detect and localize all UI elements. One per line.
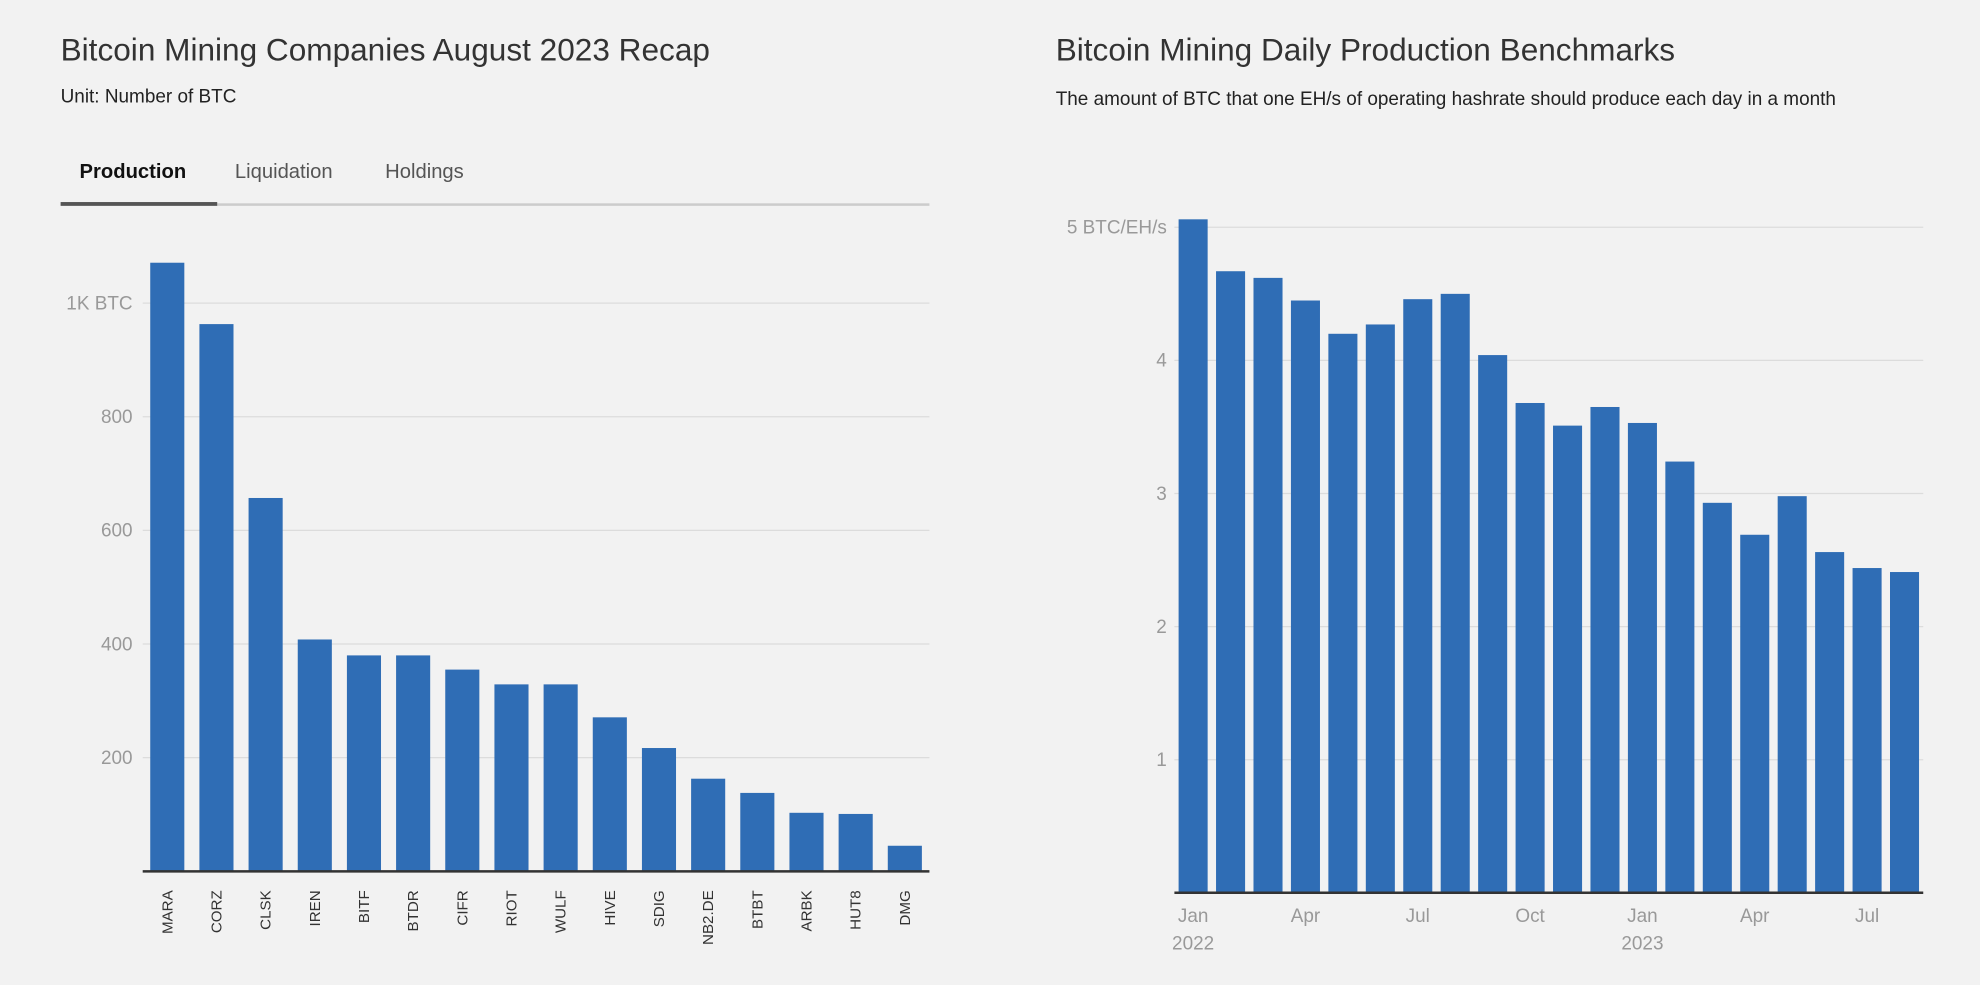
bar	[346, 655, 382, 872]
x-tick-label: SDIG	[651, 890, 668, 927]
bar	[297, 639, 332, 872]
bar	[543, 684, 578, 872]
x-tick-label: Apr	[1740, 906, 1769, 927]
x-tick-label: CLSK	[258, 890, 275, 930]
x-tick-label: Jul	[1406, 906, 1430, 927]
y-tick-label: 1	[1156, 750, 1167, 771]
left-chart-subtitle: Unit: Number of BTC	[60, 85, 237, 108]
y-tick-label: 4	[1156, 351, 1167, 372]
bar	[1440, 293, 1470, 893]
bar	[396, 655, 431, 872]
x-tick-label: Jan	[1627, 906, 1658, 927]
x-tick-label: IREN	[307, 890, 324, 926]
bar	[1852, 568, 1882, 893]
bar	[1253, 277, 1283, 893]
y-tick-label: 3	[1156, 484, 1167, 505]
tab-production[interactable]: Production	[79, 161, 187, 184]
y-tick-label: 400	[101, 634, 133, 655]
bar	[789, 812, 824, 872]
bar	[248, 497, 283, 872]
x-tick-label: HIVE	[602, 890, 619, 925]
right-chart-subtitle: The amount of BTC that one EH/s of opera…	[1055, 88, 1836, 110]
y-tick-label: 800	[101, 407, 133, 428]
x-tick-year: 2023	[1621, 934, 1663, 955]
x-tick-label: DMG	[897, 890, 914, 925]
x-tick-year: 2022	[1172, 934, 1214, 955]
bar	[1702, 502, 1732, 893]
bar	[1890, 572, 1920, 893]
bar	[641, 748, 677, 872]
bar	[1216, 271, 1246, 893]
bar	[1740, 534, 1770, 893]
tab-liquidation[interactable]: Liquidation	[234, 161, 333, 184]
bar	[1627, 422, 1657, 893]
x-tick-label: MARA	[159, 889, 176, 934]
left-chart-title: Bitcoin Mining Companies August 2023 Rec…	[60, 32, 710, 69]
x-tick-label: HUT8	[848, 890, 865, 930]
x-tick-label: Jul	[1855, 906, 1879, 927]
x-tick-label: CIFR	[454, 890, 471, 925]
active-tab-underline	[60, 202, 218, 206]
tab-bar: Production Liquidation Holdings	[60, 157, 930, 206]
x-tick-label: BTDR	[405, 890, 422, 931]
bar	[150, 262, 185, 872]
x-tick-label: RIOT	[504, 890, 521, 926]
bar	[1553, 425, 1583, 893]
bar	[691, 778, 726, 872]
bar	[1590, 406, 1620, 893]
x-tick-label: BITF	[356, 890, 373, 923]
x-tick-label: Jan	[1178, 906, 1209, 927]
x-tick-label: Oct	[1515, 906, 1545, 927]
bar	[199, 324, 234, 872]
bar	[1290, 300, 1320, 893]
y-tick-label: 200	[101, 748, 133, 769]
bar	[1777, 496, 1807, 893]
bar	[1403, 299, 1433, 893]
right-chart-title: Bitcoin Mining Daily Production Benchmar…	[1055, 32, 1676, 69]
bar	[1815, 552, 1845, 893]
y-tick-label: 1K BTC	[66, 293, 132, 314]
x-tick-label: WULF	[553, 890, 570, 933]
y-tick-label: 2	[1156, 617, 1167, 638]
x-tick-label: NB2.DE	[700, 890, 717, 945]
bar	[445, 669, 480, 872]
y-tick-label: 5 BTC/EH/s	[1067, 218, 1167, 239]
bar	[1365, 324, 1395, 893]
bar	[740, 792, 775, 872]
x-tick-label: Apr	[1291, 906, 1320, 927]
bar	[1665, 461, 1695, 893]
tab-holdings[interactable]: Holdings	[385, 161, 464, 184]
bar	[887, 845, 922, 872]
bar	[1515, 402, 1545, 893]
x-tick-label: CORZ	[209, 890, 226, 933]
bar	[838, 813, 873, 872]
bar	[1328, 333, 1358, 893]
x-tick-label: BTBT	[749, 890, 766, 929]
y-tick-label: 600	[101, 521, 133, 542]
x-tick-label: ARBK	[799, 890, 816, 931]
bar	[494, 684, 529, 872]
bar	[1178, 219, 1208, 893]
bar	[592, 717, 627, 872]
bar	[1478, 355, 1508, 893]
